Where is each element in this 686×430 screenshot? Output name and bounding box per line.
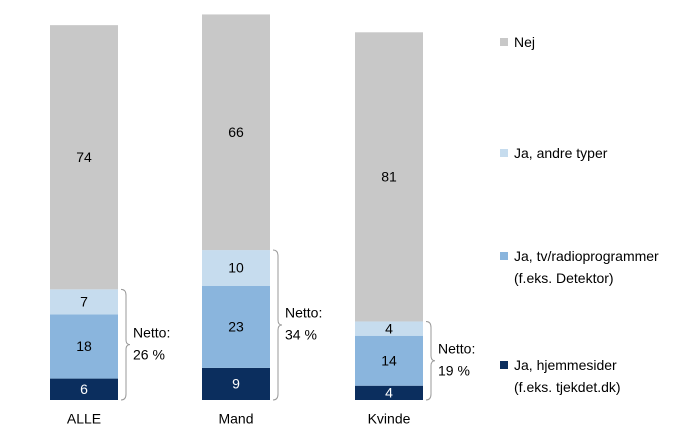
bar-segment	[50, 314, 118, 379]
x-tick-label: ALLE	[67, 411, 101, 427]
legend-swatch	[500, 149, 508, 157]
data-label: 4	[385, 320, 393, 336]
bar-segment	[355, 335, 423, 386]
bar-segment	[50, 289, 118, 315]
data-label: 81	[381, 169, 397, 185]
annotation: Netto:	[133, 324, 170, 340]
data-label: 14	[381, 352, 397, 368]
annotation: 19 %	[438, 362, 470, 378]
brace	[120, 288, 131, 401]
bar-segment	[202, 14, 270, 251]
bar-segment	[355, 385, 423, 400]
legend-item: Ja, andre typer	[500, 142, 607, 164]
bar-segment	[50, 25, 118, 290]
data-label: 66	[228, 124, 244, 140]
bar-segment	[50, 378, 118, 400]
data-label: 9	[232, 376, 240, 392]
data-label: 74	[76, 149, 92, 165]
legend-item: Ja, tv/radioprogrammer (f.eks. Detektor)	[500, 245, 659, 289]
brace	[272, 249, 283, 401]
x-tick-label: Mand	[218, 411, 253, 427]
legend-label: Ja, hjemmesider (f.eks. tjekdet.dk)	[514, 357, 621, 395]
bar-segment	[202, 367, 270, 400]
data-label: 6	[80, 381, 88, 397]
bar-segment	[202, 250, 270, 286]
data-label: 4	[385, 385, 393, 401]
legend-item: Ja, hjemmesider (f.eks. tjekdet.dk)	[500, 354, 621, 398]
legend-swatch	[500, 38, 508, 46]
legend-label: Ja, tv/radioprogrammer (f.eks. Detektor)	[514, 248, 659, 286]
bar-segment	[355, 321, 423, 336]
data-label: 10	[228, 260, 244, 276]
legend-item: Nej	[500, 31, 535, 53]
data-label: 7	[80, 294, 88, 310]
brace	[425, 320, 436, 401]
legend-label: Nej	[514, 34, 536, 50]
legend-swatch	[500, 361, 508, 369]
annotation: Netto:	[438, 340, 475, 356]
data-label: 23	[228, 319, 244, 335]
data-label: 18	[76, 338, 92, 354]
annotation: 34 %	[285, 327, 317, 343]
x-tick-label: Kvinde	[368, 411, 411, 427]
bar-segment	[202, 285, 270, 368]
annotation: 26 %	[133, 346, 165, 362]
bar-segment	[355, 32, 423, 322]
legend-label: Ja, andre typer	[514, 145, 608, 161]
annotation: Netto:	[285, 305, 322, 321]
legend-swatch	[500, 252, 508, 260]
